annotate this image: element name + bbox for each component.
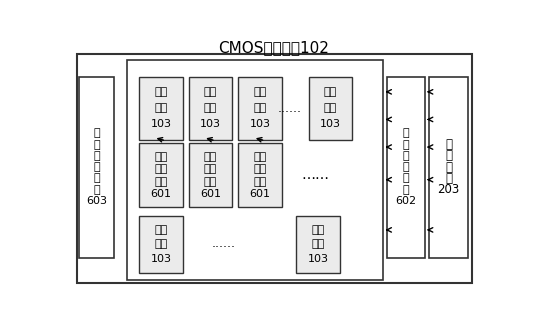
Text: 602: 602 [396, 196, 417, 206]
Text: ......: ...... [277, 102, 301, 115]
Text: 像素: 像素 [254, 87, 267, 97]
Text: 电路: 电路 [204, 177, 217, 186]
Text: 像素: 像素 [154, 87, 168, 97]
Text: 203: 203 [437, 183, 460, 196]
Text: 驱动: 驱动 [154, 164, 168, 174]
Text: 像素: 像素 [324, 87, 337, 97]
Text: ......: ...... [211, 237, 235, 250]
Text: 601: 601 [200, 189, 221, 199]
Text: 模: 模 [93, 173, 100, 184]
Text: 源: 源 [93, 140, 100, 150]
Text: 103: 103 [320, 119, 341, 129]
Text: 像素: 像素 [154, 152, 168, 162]
Text: 管: 管 [93, 151, 100, 161]
Text: 控: 控 [403, 151, 410, 161]
Text: 103: 103 [151, 254, 171, 264]
Text: 驱动: 驱动 [204, 164, 217, 174]
Bar [239, 143, 282, 207]
Text: 块: 块 [93, 185, 100, 195]
Bar [127, 60, 383, 280]
Text: 103: 103 [250, 119, 271, 129]
Text: 阳极: 阳极 [324, 103, 337, 113]
Bar [79, 77, 114, 258]
Text: 健: 健 [445, 138, 452, 151]
Text: 像素: 像素 [204, 87, 217, 97]
Bar [296, 216, 340, 273]
Text: 描: 描 [403, 140, 410, 150]
Text: 阳极: 阳极 [154, 103, 168, 113]
Text: 电路: 电路 [254, 177, 267, 186]
Text: 103: 103 [308, 254, 328, 264]
Text: 电路: 电路 [154, 177, 168, 186]
Text: 601: 601 [250, 189, 271, 199]
Text: 理: 理 [93, 162, 100, 172]
Text: 区: 区 [445, 161, 452, 174]
Bar [429, 77, 468, 258]
Text: 合: 合 [445, 149, 452, 162]
Bar [189, 143, 232, 207]
Text: 103: 103 [151, 119, 171, 129]
Bar [139, 216, 183, 273]
Text: 阳极: 阳极 [154, 239, 168, 249]
Bar [239, 77, 282, 140]
Bar [189, 77, 232, 140]
Bar [309, 77, 352, 140]
Text: 601: 601 [151, 189, 171, 199]
Bar [139, 77, 183, 140]
Text: 域: 域 [445, 172, 452, 185]
Text: 电: 电 [93, 128, 100, 138]
Text: CMOS驱动电路102: CMOS驱动电路102 [218, 40, 329, 55]
Text: 电: 电 [403, 173, 410, 184]
Text: 制: 制 [403, 162, 410, 172]
Text: 像素: 像素 [254, 152, 267, 162]
Text: ……: …… [301, 168, 329, 182]
Text: 驱动: 驱动 [254, 164, 267, 174]
Text: 阳极: 阳极 [254, 103, 267, 113]
Text: 像素: 像素 [311, 225, 325, 235]
Bar [388, 77, 425, 258]
Text: 阳极: 阳极 [204, 103, 217, 113]
Text: 扫: 扫 [403, 128, 410, 138]
Text: 603: 603 [87, 196, 107, 206]
Text: 像素: 像素 [204, 152, 217, 162]
Text: 阳极: 阳极 [311, 239, 325, 249]
Text: 路: 路 [403, 185, 410, 195]
Text: 像素: 像素 [154, 225, 168, 235]
Text: 103: 103 [200, 119, 221, 129]
Bar [139, 143, 183, 207]
